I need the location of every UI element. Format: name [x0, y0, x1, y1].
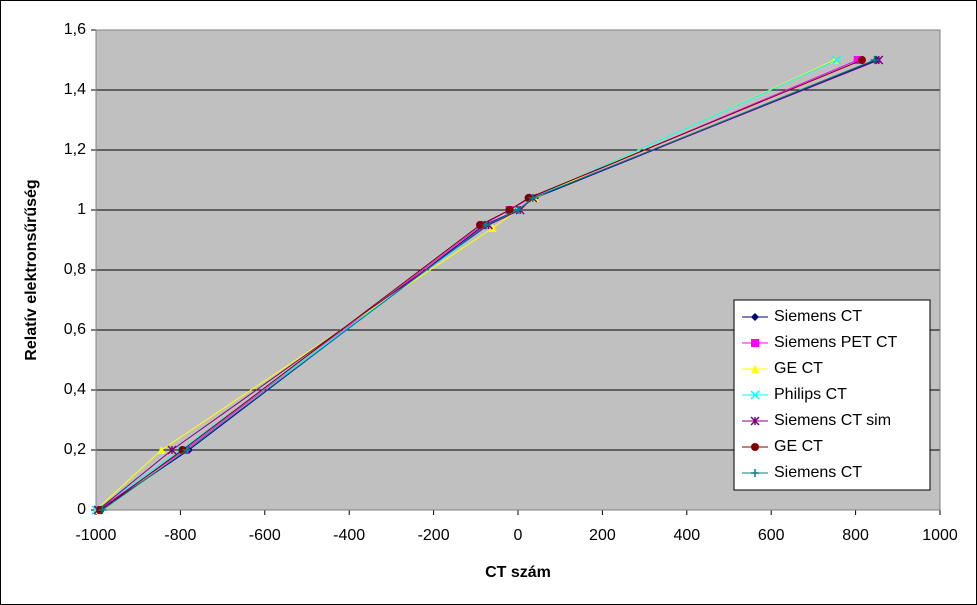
marker: [514, 206, 522, 214]
x-tick-label: -200: [418, 527, 450, 544]
marker: [832, 55, 842, 65]
legend-marker: [750, 390, 760, 400]
legend-label: Siemens PET CT: [774, 334, 898, 351]
legend-label: Siemens CT: [774, 464, 862, 481]
legend-marker: [751, 313, 759, 321]
marker: [488, 224, 497, 232]
x-tick-label: -400: [333, 527, 365, 544]
y-tick-label: 0,6: [64, 321, 86, 338]
plot-border: [95, 29, 941, 511]
legend-label: Philips CT: [774, 386, 847, 403]
y-tick-label: 1,4: [64, 81, 86, 98]
x-tick-label: -800: [164, 527, 196, 544]
x-tick-label: -1000: [76, 527, 117, 544]
x-tick-label: -600: [249, 527, 281, 544]
x-tick-label: 1000: [922, 527, 958, 544]
marker: [476, 221, 485, 229]
y-tick-label: 1,6: [64, 21, 86, 38]
legend-marker: [751, 469, 759, 477]
marker: [167, 445, 177, 455]
marker: [870, 56, 879, 64]
marker: [157, 446, 166, 454]
x-tick-label: 0: [514, 527, 523, 544]
y-axis-title: Relatív elektronsűrűség: [23, 179, 40, 360]
marker: [853, 56, 862, 64]
marker: [857, 56, 866, 64]
x-tick-label: 200: [589, 527, 616, 544]
x-tick-label: 800: [842, 527, 869, 544]
legend-marker: [751, 443, 759, 451]
legend-label: Siemens CT sim: [774, 412, 891, 429]
legend-label: Siemens CT: [774, 308, 862, 325]
y-tick-label: 0,8: [64, 261, 86, 278]
legend-marker: [751, 339, 759, 347]
marker: [528, 194, 537, 202]
legend-label: GE CT: [774, 438, 823, 455]
y-tick-label: 0: [77, 501, 86, 518]
legend-marker: [751, 365, 759, 373]
x-tick-label: 600: [758, 527, 785, 544]
legend-label: GE CT: [774, 360, 823, 377]
marker: [98, 506, 107, 514]
legend-marker: [750, 416, 760, 426]
series-line: [99, 59, 863, 511]
y-tick-label: 0,4: [64, 381, 86, 398]
series-line: [102, 59, 875, 511]
marker: [505, 206, 514, 214]
marker: [874, 55, 884, 65]
x-tick-label: 400: [673, 527, 700, 544]
y-tick-label: 1,2: [64, 141, 86, 158]
y-tick-label: 0,2: [64, 441, 86, 458]
marker: [182, 446, 191, 454]
x-axis-title: CT szám: [485, 564, 551, 581]
marker: [482, 221, 491, 229]
y-tick-label: 1: [77, 201, 86, 218]
